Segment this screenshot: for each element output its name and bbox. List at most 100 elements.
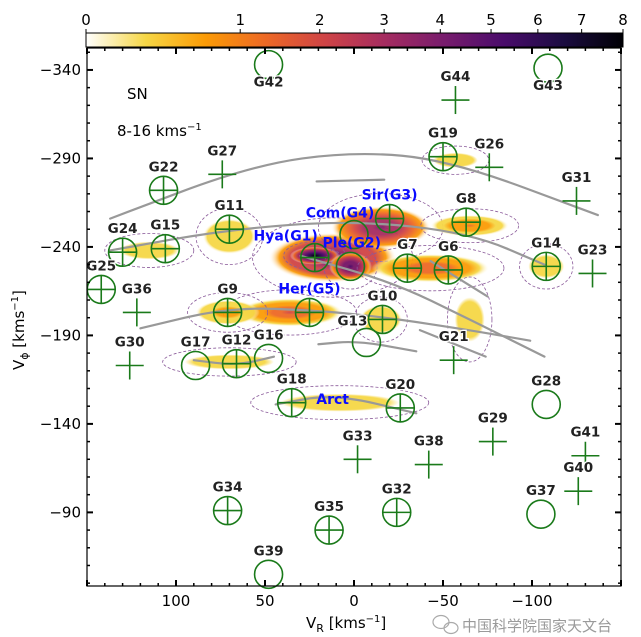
- group-marker-g18: G18: [276, 370, 308, 418]
- group-marker-g17: G17: [179, 333, 212, 381]
- density-blob: [428, 151, 483, 170]
- group-marker-g8: G8: [451, 190, 481, 237]
- y-tick-label: −290: [40, 149, 81, 167]
- group-label: G33: [343, 428, 373, 444]
- group-label: G18: [277, 372, 307, 388]
- group-marker-hyag1: Hya(G1): [254, 229, 330, 273]
- group-label: G31: [562, 170, 592, 186]
- group-label: G20: [385, 377, 415, 393]
- density-contour: [187, 292, 269, 333]
- group-marker-herg5: Her(G5): [278, 281, 341, 328]
- circle-marker: [351, 327, 382, 358]
- density-blob: [430, 215, 509, 237]
- colorbar-tick-label: 1: [235, 11, 245, 29]
- y-tick-label: −190: [40, 326, 81, 344]
- model-curve: [317, 340, 418, 353]
- x-tick-label: −50: [427, 592, 459, 610]
- group-marker-g40: G40: [562, 459, 594, 506]
- colorbar: 0 1 2 3 4 5 6 7 8: [81, 11, 628, 48]
- group-label: G30: [115, 334, 145, 350]
- group-label: G40: [563, 460, 593, 476]
- x-tick-label: 50: [255, 592, 274, 610]
- colorbar-tick-label: 4: [436, 11, 446, 29]
- colorbar-tick-label: 8: [618, 11, 628, 29]
- group-label: Com(G4): [306, 206, 375, 222]
- circle-marker: [533, 53, 563, 83]
- group-label: G17: [181, 334, 211, 350]
- x-axis-label: VR [kms−1]: [306, 614, 386, 635]
- group-marker-g32: G32: [381, 480, 413, 528]
- group-label: G37: [526, 483, 556, 499]
- group-label: G10: [368, 288, 398, 304]
- group-label: G36: [122, 281, 152, 297]
- density-contour: [356, 245, 505, 292]
- group-marker-g12: G12: [220, 331, 253, 379]
- group-label: G13: [338, 313, 368, 329]
- group-label: G28: [531, 373, 561, 389]
- watermark: 中国科学院国家天文台: [432, 614, 612, 635]
- density-contour: [222, 289, 358, 336]
- group-marker-sirg3: Sir(G3): [362, 188, 418, 234]
- group-label: G38: [414, 434, 444, 450]
- group-label: Hya(G1): [254, 229, 318, 245]
- group-marker-g42: G42: [252, 49, 285, 92]
- circle-marker: [526, 499, 556, 529]
- group-marker-g31: G31: [560, 169, 593, 215]
- range-annotation: 8-16 kms−1: [117, 122, 202, 140]
- y-tick-label: −140: [40, 415, 81, 433]
- colorbar-tick-label: 5: [486, 11, 496, 29]
- group-marker-g7: G7: [392, 236, 423, 283]
- group-label: G25: [86, 258, 116, 274]
- group-label: G39: [254, 543, 284, 559]
- wechat-icon: [432, 614, 459, 635]
- y-axis-label: Vϕ [kms−1]: [10, 290, 31, 370]
- group-marker-g6: G6: [433, 238, 464, 285]
- sample-annotation: SN: [127, 85, 148, 103]
- circle-marker: [253, 343, 284, 374]
- watermark-text: 中国科学院国家天文台: [462, 617, 612, 635]
- group-markers: G42 G43 G44 G19 G26 G22 G27 G31 G11 G8 Sir(G3) Com(…: [85, 49, 609, 590]
- density-contour: [519, 243, 574, 290]
- circle-marker: [339, 219, 369, 250]
- density-blob: [330, 206, 431, 249]
- circle-marker: [253, 49, 284, 80]
- group-marker-g13: G13: [336, 312, 382, 358]
- group-label: G6: [438, 239, 458, 255]
- group-label: G27: [207, 143, 237, 159]
- group-marker-comg4: Com(G4): [306, 206, 375, 250]
- axis-ticks: 100 50 0 −50 −100 −340 −290 −240 −190 −140 −90: [40, 48, 622, 610]
- group-label: G29: [478, 411, 508, 427]
- group-label: G43: [533, 78, 563, 94]
- group-label: G16: [254, 327, 284, 343]
- model-curve: [139, 307, 532, 342]
- group-label: Ple(G2): [322, 235, 381, 251]
- group-label: G14: [531, 235, 561, 251]
- group-marker-g27: G27: [206, 142, 238, 189]
- x-tick-label: −100: [511, 592, 552, 610]
- y-tick-label: −240: [40, 238, 81, 256]
- group-label: G21: [439, 329, 469, 345]
- group-marker-g23: G23: [576, 241, 609, 288]
- group-marker-g22: G22: [147, 158, 180, 206]
- density-blob: [113, 239, 185, 262]
- group-marker-g39: G39: [252, 542, 285, 590]
- group-marker-g26: G26: [473, 135, 505, 182]
- group-label: G26: [474, 136, 504, 152]
- group-label: Arct: [316, 392, 349, 408]
- group-label: G8: [456, 191, 476, 207]
- group-marker-g34: G34: [211, 478, 244, 526]
- group-label: G34: [213, 480, 243, 496]
- density-contour: [420, 208, 520, 244]
- group-marker-g19: G19: [427, 124, 459, 172]
- group-marker-pleg2: Ple(G2): [322, 235, 381, 282]
- group-marker-g43: G43: [532, 53, 564, 95]
- group-marker-g9: G9: [212, 280, 243, 328]
- group-label: G15: [150, 218, 180, 234]
- group-marker-g35: G35: [313, 498, 345, 545]
- colorbar-gradient: [85, 32, 624, 48]
- density-blob: [371, 253, 490, 283]
- model-curve: [418, 328, 487, 358]
- group-marker-g21: G21: [437, 328, 470, 375]
- colorbar-ticks: 0 1 2 3 4 5 6 7 8: [81, 11, 628, 33]
- group-label: G41: [570, 425, 600, 441]
